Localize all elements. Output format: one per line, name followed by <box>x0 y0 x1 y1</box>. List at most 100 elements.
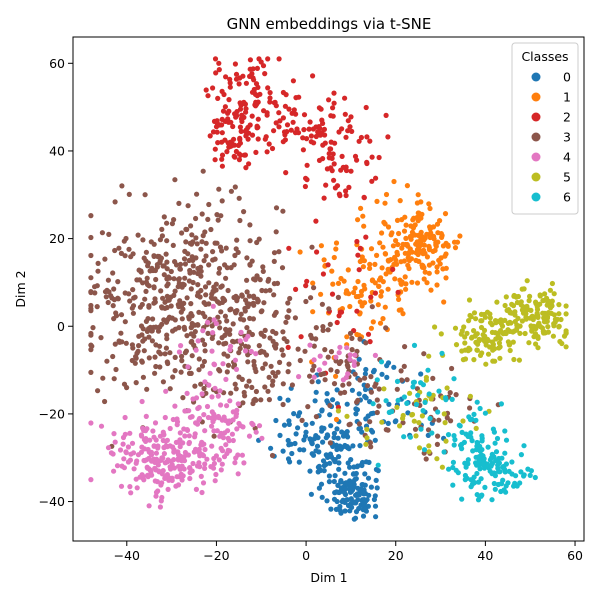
scatter-point <box>369 429 376 435</box>
scatter-point <box>453 392 459 398</box>
scatter-point <box>273 229 279 235</box>
scatter-point <box>364 426 370 432</box>
scatter-point <box>517 330 523 336</box>
scatter-point <box>174 422 180 428</box>
scatter-point <box>228 143 234 149</box>
scatter-point <box>182 433 188 439</box>
scatter-point <box>209 394 215 400</box>
scatter-point <box>480 461 486 468</box>
scatter-point <box>172 403 178 409</box>
scatter-point <box>344 345 350 351</box>
scatter-point <box>88 420 94 426</box>
scatter-point <box>224 403 230 409</box>
scatter-point <box>167 386 173 392</box>
scatter-point <box>160 263 166 269</box>
legend-box <box>511 42 579 215</box>
scatter-point <box>459 429 465 435</box>
scatter-point <box>416 420 422 426</box>
scatter-point <box>452 325 459 331</box>
scatter-point <box>398 281 404 287</box>
scatter-point <box>385 427 391 433</box>
scatter-point <box>257 349 263 356</box>
scatter-point <box>283 170 289 176</box>
scatter-point <box>246 293 252 299</box>
scatter-point <box>325 354 331 360</box>
scatter-point <box>364 160 370 167</box>
scatter-point <box>210 330 216 336</box>
legend-marker <box>531 152 541 162</box>
scatter-point <box>179 230 185 236</box>
scatter-point <box>441 411 447 417</box>
series-5-points <box>335 278 569 470</box>
scatter-point <box>199 391 205 397</box>
scatter-point <box>460 418 466 424</box>
scatter-point <box>140 425 146 431</box>
scatter-point <box>492 473 498 479</box>
scatter-point <box>198 287 204 294</box>
scatter-point <box>362 471 368 477</box>
scatter-point <box>238 102 244 108</box>
scatter-point <box>152 478 158 484</box>
scatter-point <box>276 110 282 116</box>
scatter-point <box>427 224 433 230</box>
scatter-point <box>329 291 336 297</box>
scatter-point <box>336 454 342 460</box>
scatter-point <box>139 398 145 405</box>
scatter-point <box>232 252 238 259</box>
scatter-point <box>391 261 397 267</box>
scatter-point <box>375 302 381 308</box>
scatter-point <box>210 465 217 471</box>
scatter-point <box>291 411 297 417</box>
scatter-point <box>147 437 153 443</box>
scatter-point <box>249 71 255 77</box>
scatter-point <box>153 342 159 348</box>
scatter-point <box>289 382 295 388</box>
scatter-point <box>210 85 216 91</box>
scatter-point <box>327 440 333 446</box>
scatter-point <box>368 298 374 304</box>
scatter-point <box>146 303 152 309</box>
scatter-point <box>463 431 469 437</box>
scatter-point <box>350 471 356 477</box>
legend-item-0: 0 <box>531 70 571 85</box>
scatter-point <box>471 474 477 480</box>
scatter-point <box>385 134 391 140</box>
scatter-point <box>344 401 350 407</box>
scatter-point <box>255 124 261 130</box>
scatter-point <box>138 269 144 275</box>
scatter-point <box>478 493 484 499</box>
scatter-point <box>491 480 497 487</box>
scatter-point <box>403 222 409 228</box>
scatter-point <box>331 100 337 106</box>
scatter-point <box>427 415 433 422</box>
scatter-point <box>537 293 543 299</box>
scatter-point <box>265 85 271 91</box>
scatter-point <box>367 261 373 267</box>
scatter-point <box>549 303 555 309</box>
scatter-point <box>225 362 232 368</box>
scatter-point <box>120 441 126 447</box>
scatter-point <box>497 344 503 350</box>
scatter-point <box>153 489 160 495</box>
scatter-point <box>145 263 151 269</box>
scatter-point <box>246 433 253 439</box>
scatter-point <box>157 237 163 243</box>
scatter-point <box>421 447 428 453</box>
scatter-point <box>358 134 364 141</box>
scatter-point <box>243 80 249 86</box>
scatter-point <box>160 437 166 444</box>
scatter-point <box>326 306 332 312</box>
scatter-point <box>373 466 379 473</box>
scatter-point <box>260 268 266 274</box>
scatter-point <box>99 230 105 236</box>
scatter-point <box>251 276 257 282</box>
scatter-point <box>435 433 441 439</box>
scatter-point <box>383 271 389 277</box>
scatter-point <box>257 91 263 97</box>
scatter-point <box>146 334 152 340</box>
scatter-point <box>233 71 240 77</box>
scatter-point <box>171 449 177 455</box>
scatter-point <box>172 368 178 374</box>
scatter-point <box>327 321 333 327</box>
scatter-point <box>403 286 409 292</box>
